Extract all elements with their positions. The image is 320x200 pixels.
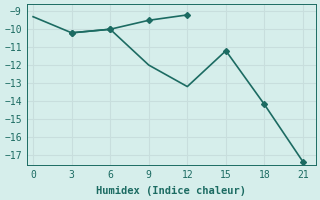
X-axis label: Humidex (Indice chaleur): Humidex (Indice chaleur) [96, 186, 246, 196]
